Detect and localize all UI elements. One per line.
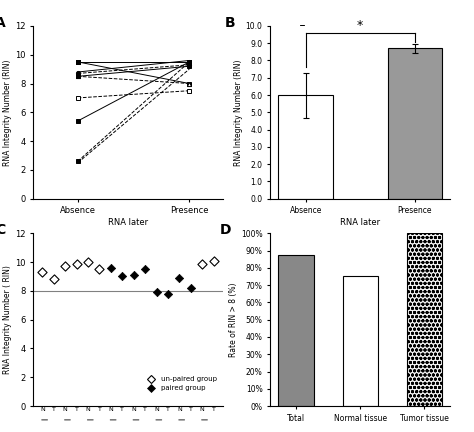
Point (73, 260, 81, 267)
Point (130, 272, 137, 279)
Bar (343, 276, 378, 406)
Y-axis label: RNA Integrity Number (RIN): RNA Integrity Number (RIN) (234, 59, 243, 165)
Point (210, 257, 218, 264)
Point (164, 290, 172, 297)
Bar (407, 233, 442, 406)
Y-axis label: RNA Integrity Number ( RIN): RNA Integrity Number ( RIN) (3, 265, 12, 374)
Point (187, 285, 195, 292)
Point (96, 266, 103, 273)
Point (141, 266, 149, 273)
Point (118, 273, 126, 280)
Text: C: C (0, 223, 6, 237)
Text: A: A (0, 16, 6, 29)
Text: *: * (357, 19, 364, 32)
Legend: #3_N, #3_T, #4_N, #4_T, #5_N, #5_T, #6_N, #6_T, #7_N, #7_T: #3_N, #3_T, #4_N, #4_T, #5_N, #5_T, #6_N… (295, 25, 324, 88)
X-axis label: RNA later: RNA later (340, 218, 380, 227)
Bar (278, 255, 314, 406)
X-axis label: RNA later: RNA later (108, 218, 148, 227)
Y-axis label: Rate of RIN > 8 (%): Rate of RIN > 8 (%) (229, 283, 238, 357)
Legend: un-paired group, paired group: un-paired group, paired group (141, 374, 219, 394)
Text: B: B (225, 16, 236, 29)
Point (107, 264, 115, 271)
Point (153, 289, 160, 296)
Text: D: D (220, 223, 231, 237)
Point (38, 269, 46, 276)
Point (50, 276, 57, 283)
Bar (388, 48, 442, 199)
Y-axis label: RNA Integrity Number (RIN): RNA Integrity Number (RIN) (3, 59, 12, 165)
Point (175, 274, 183, 281)
Point (199, 260, 206, 267)
Point (61, 263, 69, 270)
Point (84, 259, 92, 266)
Bar (278, 95, 333, 199)
